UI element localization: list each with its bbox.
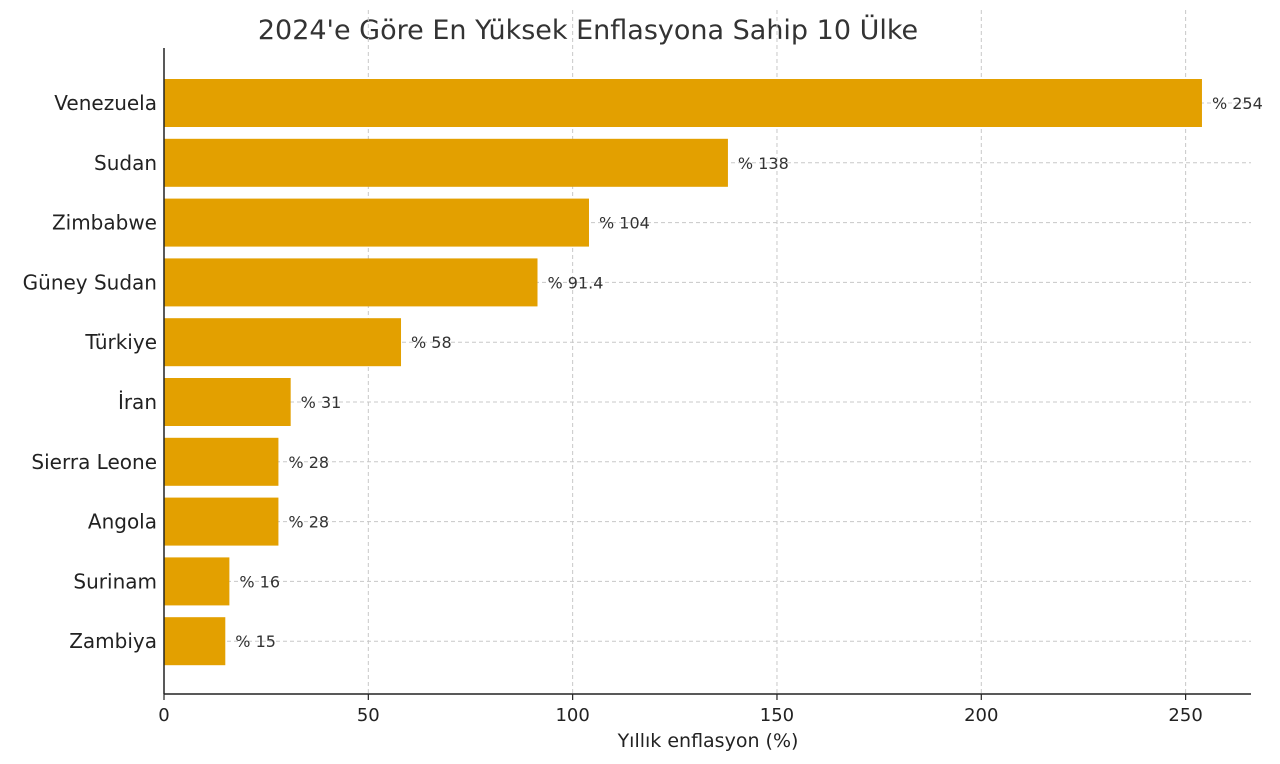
category-label: Zimbabwe [52, 211, 157, 235]
data-labels: % 254 % 138 % 104 % 91.4 % 58 % 31 % 28 % 28 % 1… [235, 94, 1262, 651]
category-label: Sierra Leone [31, 450, 157, 474]
category-label: İran [118, 390, 157, 414]
bar [164, 497, 279, 546]
x-tick-label: 0 [158, 705, 169, 726]
data-label: % 104 [599, 214, 650, 233]
category-label: Türkiye [84, 330, 157, 354]
chart-title: 2024'e Göre En Yüksek Enflasyona Sahip 1… [258, 14, 918, 46]
data-label: % 15 [235, 632, 276, 651]
x-tick-label: 250 [1168, 705, 1202, 726]
category-labels: Venezuela Sudan Zimbabwe Güney Sudan Türkiye… [23, 91, 157, 653]
bar [164, 198, 589, 247]
x-tick-label: 150 [760, 705, 794, 726]
data-label: % 28 [288, 513, 329, 532]
bar [164, 318, 402, 367]
data-label: % 91.4 [548, 273, 604, 292]
category-label: Zambiya [69, 629, 157, 653]
bars [164, 79, 1202, 666]
bar [164, 557, 230, 606]
data-label: % 28 [288, 453, 329, 472]
bar [164, 258, 538, 307]
category-label: Surinam [73, 569, 157, 593]
x-tick-label: 50 [357, 705, 380, 726]
data-label: % 16 [239, 572, 280, 591]
category-label: Güney Sudan [23, 270, 157, 294]
bar [164, 378, 291, 426]
category-label: Venezuela [54, 91, 157, 115]
data-label: % 31 [301, 393, 342, 412]
x-ticks: 0 50 100 150 200 250 [158, 694, 1203, 726]
x-tick-label: 200 [964, 705, 998, 726]
data-label: % 58 [411, 333, 452, 352]
bar [164, 138, 728, 187]
bar [164, 617, 226, 666]
x-tick-label: 100 [555, 705, 589, 726]
data-label: % 138 [738, 154, 789, 173]
category-label: Angola [88, 510, 157, 534]
category-label: Sudan [94, 151, 157, 175]
bar [164, 79, 1202, 127]
x-axis-title: Yıllık enflasyon (%) [617, 730, 799, 752]
bar [164, 437, 279, 486]
data-label: % 254 [1212, 94, 1263, 113]
